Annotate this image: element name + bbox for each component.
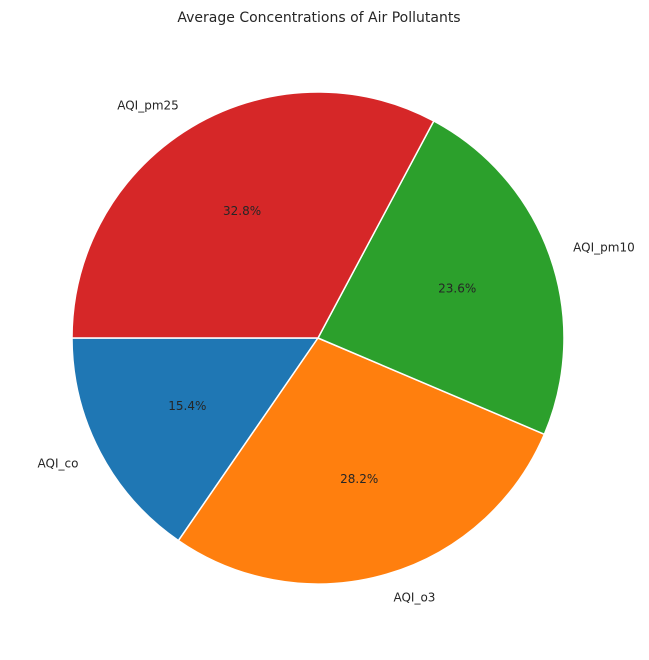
percent-label-aqi-pm25: 32.8% <box>223 204 261 218</box>
percent-label-aqi-co: 15.4% <box>168 399 206 413</box>
percent-label-aqi-o3: 28.2% <box>340 472 378 486</box>
slice-label-aqi-co: AQI_co <box>38 456 79 470</box>
pie-slice-aqi-pm25 <box>71 91 435 339</box>
slice-label-aqi-pm10: AQI_pm10 <box>573 240 635 254</box>
slice-label-aqi-pm25: AQI_pm25 <box>117 98 179 112</box>
pie-slice-aqi-o3 <box>177 337 546 585</box>
pie-slices <box>71 91 565 585</box>
percent-label-aqi-pm10: 23.6% <box>438 281 476 295</box>
pie-labels: AQI_co 15.4% AQI_o3 28.2% AQI_pm10 23.6% AQI_p… <box>38 98 635 604</box>
pie-slice-aqi-pm10 <box>317 120 565 436</box>
slice-label-aqi-o3: AQI_o3 <box>393 590 435 604</box>
pie-slice-aqi-co <box>71 337 319 542</box>
chart-title: Average Concentrations of Air Pollutants <box>177 10 460 26</box>
